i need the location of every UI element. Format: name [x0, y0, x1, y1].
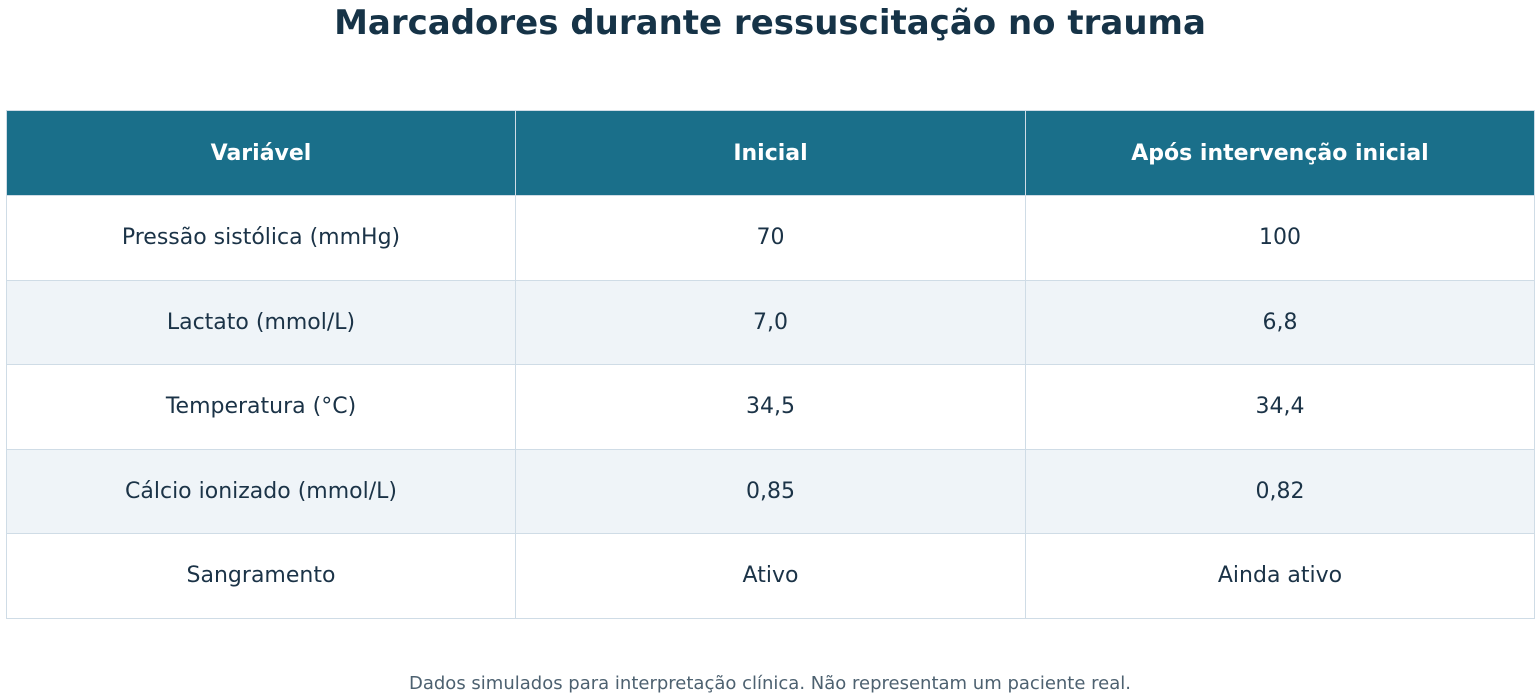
header-cell-inicial: Inicial: [515, 110, 1026, 196]
table-cell-after: 34,4: [1025, 364, 1535, 450]
table-cell-after: 0,82: [1025, 448, 1535, 534]
table-cell-after: 6,8: [1025, 279, 1535, 365]
table-title: Marcadores durante ressuscitação no trau…: [334, 3, 1206, 43]
table-row: Temperatura (°C) 34,5 34,4: [6, 364, 1535, 450]
table-header: Variável Inicial Após intervenção inicia…: [6, 110, 1535, 196]
table-body: Pressão sistólica (mmHg) 70 100 Lactato …: [6, 195, 1535, 619]
table-cell-after: 100: [1025, 195, 1535, 281]
table-cell-initial: 34,5: [515, 364, 1026, 450]
data-table-container: Variável Inicial Após intervenção inicia…: [6, 110, 1535, 619]
footnote: Dados simulados para interpretação clíni…: [408, 673, 1131, 694]
data-table: Variável Inicial Após intervenção inicia…: [6, 110, 1535, 619]
header-cell-variavel: Variável: [6, 110, 516, 196]
table-cell-initial: 7,0: [515, 279, 1026, 365]
table-cell-variable: Lactato (mmol/L): [6, 279, 516, 365]
table-cell-initial: Ativo: [515, 533, 1026, 619]
table-cell-variable: Pressão sistólica (mmHg): [6, 195, 516, 281]
table-cell-variable: Sangramento: [6, 533, 516, 619]
header-cell-apos-intervencao: Após intervenção inicial: [1025, 110, 1535, 196]
table-cell-initial: 70: [515, 195, 1026, 281]
table-cell-variable: Temperatura (°C): [6, 364, 516, 450]
table-cell-after: Ainda ativo: [1025, 533, 1535, 619]
table-row: Lactato (mmol/L) 7,0 6,8: [6, 279, 1535, 365]
table-row: Pressão sistólica (mmHg) 70 100: [6, 195, 1535, 281]
header-row: Variável Inicial Após intervenção inicia…: [6, 110, 1535, 196]
table-cell-initial: 0,85: [515, 448, 1026, 534]
table-cell-variable: Cálcio ionizado (mmol/L): [6, 448, 516, 534]
table-row: Cálcio ionizado (mmol/L) 0,85 0,82: [6, 448, 1535, 534]
table-row: Sangramento Ativo Ainda ativo: [6, 533, 1535, 619]
